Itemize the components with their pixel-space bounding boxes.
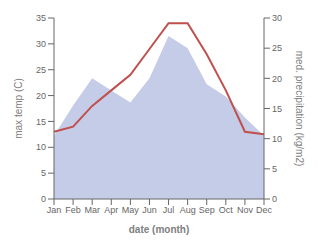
svg-text:Feb: Feb	[65, 205, 81, 215]
svg-text:0: 0	[272, 194, 277, 204]
svg-text:Mar: Mar	[84, 205, 100, 215]
svg-text:max temp (C): max temp (C)	[13, 78, 24, 139]
svg-text:Jul: Jul	[163, 205, 175, 215]
svg-text:Aug: Aug	[180, 205, 196, 215]
svg-text:5: 5	[41, 168, 46, 178]
svg-text:0: 0	[41, 194, 46, 204]
svg-text:Oct: Oct	[219, 205, 234, 215]
svg-text:30: 30	[272, 13, 282, 23]
svg-text:15: 15	[36, 117, 46, 127]
svg-text:Dec: Dec	[256, 205, 273, 215]
svg-text:10: 10	[272, 134, 282, 144]
svg-text:35: 35	[36, 13, 46, 23]
svg-text:25: 25	[36, 65, 46, 75]
svg-text:20: 20	[36, 91, 46, 101]
svg-text:Jan: Jan	[47, 205, 62, 215]
svg-text:med. precipitation (kg/m2): med. precipitation (kg/m2)	[294, 51, 305, 167]
svg-text:20: 20	[272, 74, 282, 84]
svg-text:May: May	[122, 205, 140, 215]
svg-text:25: 25	[272, 43, 282, 53]
svg-text:Jun: Jun	[142, 205, 157, 215]
svg-text:Apr: Apr	[104, 205, 118, 215]
svg-text:date (month): date (month)	[129, 224, 190, 235]
svg-text:30: 30	[36, 39, 46, 49]
svg-text:Sep: Sep	[199, 205, 215, 215]
svg-text:15: 15	[272, 104, 282, 114]
svg-text:Nov: Nov	[237, 205, 254, 215]
svg-text:10: 10	[36, 142, 46, 152]
svg-text:5: 5	[272, 164, 277, 174]
